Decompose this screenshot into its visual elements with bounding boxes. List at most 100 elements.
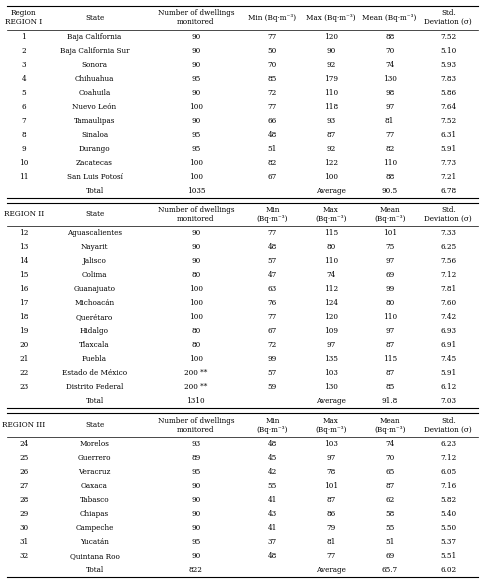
Text: Nuevo León: Nuevo León [72, 103, 117, 111]
Text: 24: 24 [19, 440, 28, 448]
Text: 16: 16 [19, 285, 28, 293]
Text: 81: 81 [385, 117, 395, 125]
Text: 77: 77 [268, 313, 277, 321]
Text: 95: 95 [191, 468, 201, 476]
Text: 77: 77 [268, 32, 277, 41]
Text: Baja California Sur: Baja California Sur [60, 46, 129, 55]
Text: 8: 8 [22, 130, 26, 139]
Text: State: State [85, 14, 104, 21]
Text: 135: 135 [324, 356, 338, 363]
Text: 101: 101 [383, 229, 396, 237]
Text: 112: 112 [324, 285, 338, 293]
Text: 6.31: 6.31 [440, 130, 456, 139]
Text: 42: 42 [268, 468, 277, 476]
Text: 62: 62 [385, 496, 394, 504]
Text: San Luis Potosí: San Luis Potosí [67, 173, 122, 180]
Text: 7.12: 7.12 [440, 454, 456, 462]
Text: Sinaloa: Sinaloa [81, 130, 108, 139]
Text: 5.10: 5.10 [440, 46, 456, 55]
Text: Oaxaca: Oaxaca [81, 482, 108, 490]
Text: 51: 51 [268, 144, 277, 153]
Text: 110: 110 [324, 258, 338, 265]
Text: Mean
(Bq·m⁻³): Mean (Bq·m⁻³) [374, 206, 406, 223]
Text: 70: 70 [385, 46, 394, 55]
Text: 7.03: 7.03 [440, 397, 456, 405]
Text: 6.02: 6.02 [440, 566, 456, 574]
Text: 70: 70 [268, 61, 277, 68]
Text: 77: 77 [268, 103, 277, 111]
Text: 82: 82 [385, 144, 394, 153]
Text: 100: 100 [189, 173, 203, 180]
Text: 93: 93 [326, 117, 336, 125]
Text: Durango: Durango [79, 144, 110, 153]
Text: 7.42: 7.42 [440, 313, 456, 321]
Text: 29: 29 [19, 510, 28, 518]
Text: 3: 3 [22, 61, 26, 68]
Text: 69: 69 [385, 552, 394, 560]
Text: 19: 19 [19, 327, 28, 335]
Text: 115: 115 [383, 356, 396, 363]
Text: 122: 122 [324, 158, 338, 166]
Text: 11: 11 [19, 173, 28, 180]
Text: Mean (Bq·m⁻³): Mean (Bq·m⁻³) [362, 14, 417, 21]
Text: Max
(Bq·m⁻³): Max (Bq·m⁻³) [315, 206, 347, 223]
Text: 115: 115 [324, 229, 338, 237]
Text: 90: 90 [191, 117, 201, 125]
Text: 100: 100 [324, 173, 338, 180]
Text: 6.93: 6.93 [440, 327, 456, 335]
Text: 67: 67 [268, 173, 277, 180]
Text: 90: 90 [191, 32, 201, 41]
Text: 65: 65 [385, 468, 394, 476]
Text: 99: 99 [385, 285, 394, 293]
Text: 25: 25 [19, 454, 28, 462]
Text: 7.45: 7.45 [440, 356, 456, 363]
Text: 179: 179 [324, 75, 338, 82]
Text: 57: 57 [268, 369, 277, 378]
Text: 14: 14 [19, 258, 28, 265]
Text: Guanajuato: Guanajuato [73, 285, 116, 293]
Text: Std.
Deviation (σ): Std. Deviation (σ) [424, 9, 472, 26]
Text: Hidalgo: Hidalgo [80, 327, 109, 335]
Text: 66: 66 [268, 117, 277, 125]
Text: 109: 109 [324, 327, 338, 335]
Text: 21: 21 [19, 356, 28, 363]
Text: 101: 101 [324, 482, 338, 490]
Text: 5.93: 5.93 [440, 61, 456, 68]
Text: Distrito Federal: Distrito Federal [66, 383, 123, 392]
Text: Number of dwellings
monitored: Number of dwellings monitored [157, 206, 234, 223]
Text: Guerrero: Guerrero [78, 454, 111, 462]
Text: 22: 22 [19, 369, 28, 378]
Text: 130: 130 [324, 383, 338, 392]
Text: 79: 79 [326, 524, 336, 532]
Text: 97: 97 [385, 258, 394, 265]
Text: 57: 57 [268, 258, 277, 265]
Text: 90: 90 [326, 46, 336, 55]
Text: 77: 77 [268, 229, 277, 237]
Text: 103: 103 [324, 440, 338, 448]
Text: 90: 90 [191, 510, 201, 518]
Text: Min (Bq·m⁻³): Min (Bq·m⁻³) [248, 14, 297, 21]
Text: 130: 130 [383, 75, 396, 82]
Text: 7.52: 7.52 [440, 117, 456, 125]
Text: 120: 120 [324, 313, 338, 321]
Text: 28: 28 [19, 496, 28, 504]
Text: 65.7: 65.7 [382, 566, 398, 574]
Text: 55: 55 [268, 482, 277, 490]
Text: 822: 822 [189, 566, 203, 574]
Text: 58: 58 [385, 510, 394, 518]
Text: 90: 90 [191, 89, 201, 97]
Text: Average: Average [316, 187, 346, 195]
Text: 7.64: 7.64 [440, 103, 456, 111]
Text: 92: 92 [326, 61, 336, 68]
Text: Std.
Deviation (σ): Std. Deviation (σ) [424, 416, 472, 434]
Text: 87: 87 [385, 482, 394, 490]
Text: 7: 7 [22, 117, 26, 125]
Text: 91.8: 91.8 [382, 397, 398, 405]
Text: Aguascalientes: Aguascalientes [67, 229, 122, 237]
Text: 70: 70 [385, 454, 394, 462]
Text: Min
(Bq·m⁻³): Min (Bq·m⁻³) [257, 416, 288, 434]
Text: 75: 75 [385, 244, 394, 251]
Text: 74: 74 [385, 61, 394, 68]
Text: 5.82: 5.82 [440, 496, 456, 504]
Text: Michoacán: Michoacán [74, 299, 115, 307]
